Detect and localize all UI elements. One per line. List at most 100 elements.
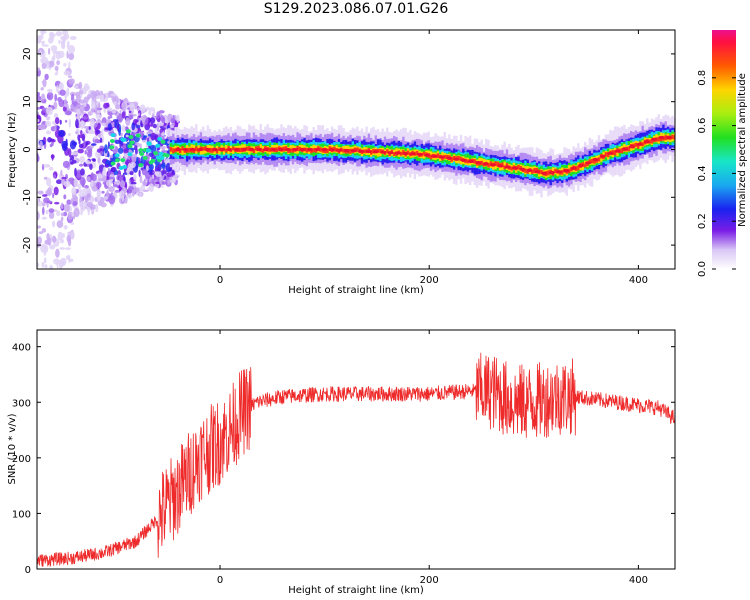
- spectrogram-cell: [54, 201, 60, 205]
- spectrogram-cell: [110, 133, 116, 138]
- spectrogram-peak: [658, 135, 665, 140]
- spectrogram-cell: [78, 138, 81, 145]
- spectrogram-cell: [95, 173, 102, 177]
- spectrogram-peak: [328, 148, 336, 152]
- spectrogram-cell: [349, 148, 352, 154]
- spectrogram-cell: [71, 159, 77, 164]
- spectrogram-cell: [125, 134, 129, 138]
- spectrogram-cell: [142, 189, 149, 192]
- spectrogram-cell: [65, 255, 70, 260]
- spectrogram-peak: [621, 147, 628, 151]
- spectrogram-cell: [225, 148, 228, 153]
- spectrogram-cell: [133, 180, 136, 189]
- spectrogram-cell: [80, 130, 83, 135]
- spectrogram-cell: [99, 137, 103, 143]
- spectrogram-x-label: Height of straight line (km): [288, 285, 424, 296]
- spectrogram-cell: [48, 208, 55, 213]
- y-tick-label: -20: [22, 237, 33, 253]
- spectrogram-cell: [71, 101, 78, 105]
- spectrogram-cell: [109, 139, 115, 143]
- spectrogram-cell: [54, 65, 59, 71]
- spectrogram-cell: [134, 145, 138, 151]
- spectrogram-cell: [90, 196, 95, 203]
- spectrogram-peak: [511, 166, 519, 170]
- spectrogram-cell: [51, 235, 57, 243]
- spectrogram-cell: [63, 194, 67, 200]
- spectrogram-cell: [531, 169, 534, 174]
- spectrogram-cell: [138, 169, 141, 177]
- y-tick-label: 300: [12, 398, 31, 409]
- spectrogram-cell: [671, 134, 674, 139]
- spectrogram-cell: [68, 75, 73, 78]
- spectrogram-cell: [127, 193, 133, 199]
- spectrogram-y-ticks: -20 -10 0 10 20: [22, 48, 675, 253]
- spectrogram-cell: [37, 262, 40, 268]
- spectrogram-cell: [67, 211, 73, 221]
- y-tick-label: 100: [12, 509, 31, 520]
- spectrogram-cell: [154, 127, 158, 134]
- colorbar-tick-label: 0.6: [697, 118, 708, 134]
- spectrogram-peak: [211, 147, 218, 152]
- spectrogram-cell: [159, 112, 163, 117]
- spectrogram-cell: [131, 132, 136, 136]
- spectrogram-cell: [70, 231, 75, 240]
- spectrogram-cell: [47, 88, 53, 93]
- spectrogram-cell: [43, 257, 47, 264]
- spectrogram-cell: [95, 203, 99, 213]
- spectrogram-peak: [665, 135, 672, 140]
- spectrogram-cell: [109, 115, 113, 119]
- spectrogram-cell: [155, 155, 161, 160]
- spectrogram-peak: [475, 161, 482, 165]
- spectrogram-cell: [102, 182, 105, 185]
- spectrogram-peak: [555, 170, 563, 174]
- spectrogram-cell: [106, 179, 112, 187]
- spectrogram-cell: [158, 110, 165, 114]
- spectrogram-cell: [161, 150, 169, 153]
- spectrogram-cell: [121, 124, 126, 132]
- spectrogram-cell: [195, 146, 198, 152]
- spectrogram-cell: [132, 114, 137, 117]
- spectrogram-cell: [42, 194, 48, 197]
- spectrogram-cell: [45, 130, 52, 135]
- spectrogram-cell: [37, 225, 41, 229]
- spectrogram-cell: [104, 144, 108, 154]
- spectrogram-cell: [59, 119, 62, 125]
- spectrogram-cell: [429, 154, 433, 160]
- colorbar: 0.0 0.2 0.4 0.6 0.8 Normalized spectral ampl…: [697, 30, 748, 277]
- spectrogram-cell: [37, 211, 40, 221]
- spectrogram-cell: [129, 171, 134, 176]
- spectrogram-cell: [604, 152, 608, 157]
- spectrogram-cell: [445, 154, 449, 159]
- spectrogram-cell: [133, 173, 137, 181]
- spectrogram-cell: [52, 192, 55, 199]
- spectrogram-cell: [62, 261, 66, 266]
- spectrogram-cell: [110, 167, 116, 173]
- spectrogram-cell: [154, 171, 160, 176]
- spectrogram-cell: [126, 167, 130, 177]
- spectrogram-peak: [380, 150, 387, 154]
- spectrogram-cell: [78, 99, 85, 104]
- spectrogram-cell: [123, 148, 129, 154]
- spectrogram-peak: [336, 148, 343, 152]
- spectrogram-cell: [70, 222, 75, 225]
- spectrogram-cell: [165, 181, 168, 185]
- spectrogram-cell: [56, 179, 62, 184]
- spectrogram-cell: [159, 177, 162, 185]
- spectrogram-peak: [628, 145, 636, 149]
- spectrogram-cell: [252, 148, 256, 154]
- spectrogram-cell: [90, 108, 95, 113]
- spectrogram-peak: [204, 147, 211, 152]
- spectrogram-cell: [128, 135, 134, 139]
- spectrogram-cell: [494, 162, 497, 170]
- spectrogram-cell: [117, 147, 124, 154]
- spectrogram-cell: [73, 207, 80, 218]
- spectrogram-cell: [72, 215, 76, 220]
- spectrogram-cell: [97, 103, 101, 109]
- spectrogram-peak: [321, 147, 328, 152]
- spectrogram-cell: [584, 163, 587, 168]
- spectrogram-cell: [114, 158, 120, 163]
- spectrogram-cell: [129, 140, 135, 145]
- spectrogram-cell: [356, 147, 359, 152]
- spectrogram-peak: [218, 147, 226, 152]
- spectrogram-cell: [110, 93, 118, 97]
